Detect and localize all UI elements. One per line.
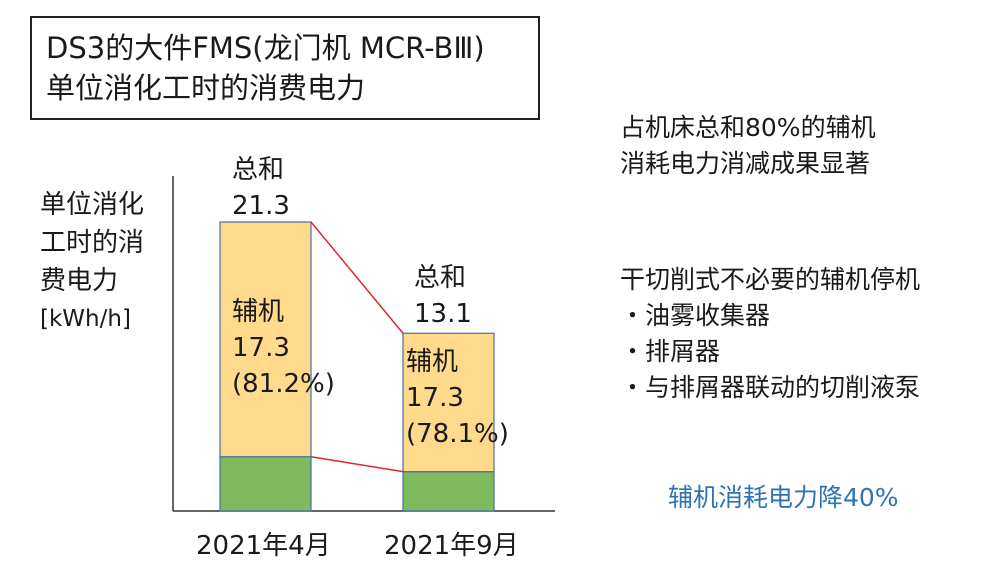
highlight-text: 辅机消耗电力降40% (668, 483, 899, 512)
total-value-1: 13.1 (414, 299, 472, 329)
total-value-0: 21.3 (232, 191, 290, 221)
total-label-1: 总和 13.1 (414, 260, 472, 332)
y-axis-label-line1: 单位消化 (40, 190, 145, 220)
note1-line1: 占机床总和80%的辅机 (620, 113, 876, 142)
bullet-2: ・排屑器 (620, 337, 721, 366)
y-axis-label-line3: 费电力 (40, 266, 119, 296)
aux-label-1: 辅机 17.3 (78.1%) (406, 344, 509, 452)
aux-label-0-pct: (81.2%) (232, 369, 335, 399)
bar-other-0 (219, 456, 312, 512)
y-axis-label-line2: 工时的消 (40, 228, 145, 258)
bullet-1: ・油雾收集器 (620, 301, 771, 330)
x-tick-1: 2021年9月 (384, 531, 519, 561)
x-tick-0: 2021年4月 (196, 531, 331, 561)
bar-other-1 (402, 471, 495, 512)
connector-mid (310, 455, 404, 473)
y-axis-label: 单位消化 工时的消 费电力 [kWh/h] (40, 186, 144, 338)
aux-label-0: 辅机 17.3 (81.2%) (232, 294, 335, 402)
aux-label-0-name: 辅机 (232, 297, 285, 327)
aux-label-0-value: 17.3 (232, 333, 290, 363)
connector-top (310, 221, 404, 334)
note2-title: 干切削式不必要的辅机停机 (620, 265, 921, 294)
bullet-3: ・与排屑器联动的切削液泵 (620, 373, 921, 402)
bar-aux-0 (219, 221, 312, 458)
bar-aux-1 (402, 332, 495, 473)
chart-title-line1: DS3的大件FMS(龙门机 MCR-BⅢ) (46, 31, 485, 65)
title-box: DS3的大件FMS(龙门机 MCR-BⅢ) 单位消化工时的消费电力 (30, 16, 540, 120)
total-label-0: 总和 21.3 (232, 152, 290, 224)
y-axis-unit: [kWh/h] (40, 306, 131, 332)
chart-title-line2: 单位消化工时的消费电力 (46, 71, 366, 105)
aux-label-1-value: 17.3 (406, 383, 464, 413)
note1-line2: 消耗电力消减成果显著 (620, 149, 871, 178)
aux-label-1-name: 辅机 (406, 347, 459, 377)
aux-label-1-pct: (78.1%) (406, 419, 509, 449)
